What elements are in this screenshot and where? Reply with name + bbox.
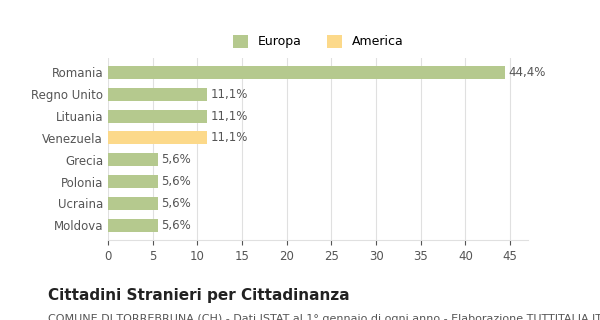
Bar <box>108 219 158 232</box>
Bar <box>108 197 158 210</box>
Text: 5,6%: 5,6% <box>161 175 191 188</box>
Text: 11,1%: 11,1% <box>211 88 248 101</box>
Text: Cittadini Stranieri per Cittadinanza: Cittadini Stranieri per Cittadinanza <box>48 288 350 303</box>
Text: 5,6%: 5,6% <box>161 153 191 166</box>
Bar <box>108 88 207 101</box>
Text: 44,4%: 44,4% <box>508 66 546 79</box>
Bar <box>108 153 158 166</box>
Bar <box>108 131 207 144</box>
Text: 5,6%: 5,6% <box>161 197 191 210</box>
Text: COMUNE DI TORREBRUNA (CH) - Dati ISTAT al 1° gennaio di ogni anno - Elaborazione: COMUNE DI TORREBRUNA (CH) - Dati ISTAT a… <box>48 314 600 320</box>
Text: 5,6%: 5,6% <box>161 219 191 232</box>
Legend: Europa, America: Europa, America <box>229 31 407 52</box>
Text: 11,1%: 11,1% <box>211 109 248 123</box>
Bar <box>108 109 207 123</box>
Text: 11,1%: 11,1% <box>211 132 248 144</box>
Bar <box>108 66 505 79</box>
Bar <box>108 175 158 188</box>
